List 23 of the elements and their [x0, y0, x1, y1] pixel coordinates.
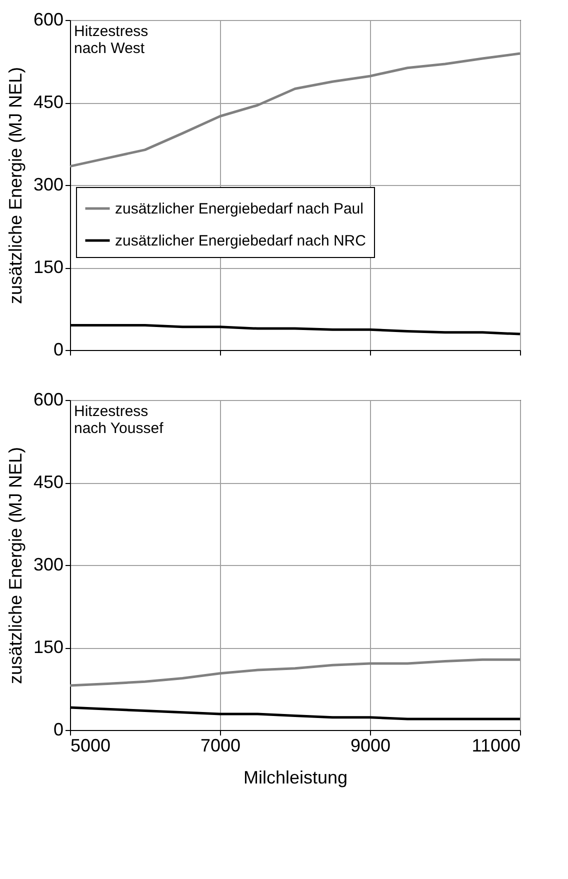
y-tick-label: 600 — [33, 10, 64, 30]
y-tick-label: 150 — [33, 257, 64, 277]
y-tick-label: 450 — [33, 92, 64, 112]
y-tick-label: 0 — [53, 340, 64, 360]
x-tick-label: 5000 — [70, 736, 111, 756]
legend-label: zusätzlicher Energiebedarf nach Paul — [115, 200, 364, 218]
y-tick-label: 300 — [33, 174, 64, 194]
x-tick-label: 7000 — [200, 736, 241, 756]
annotation: Hitzestress nach West — [74, 23, 148, 57]
y-tick-label: 0 — [53, 720, 64, 740]
y-tick-label: 300 — [33, 554, 64, 574]
y-tick-label: 150 — [33, 637, 64, 657]
y-axis-title: zusätzliche Energie (MJ NEL) — [5, 66, 26, 304]
annotation: Hitzestress nach Youssef — [74, 403, 164, 437]
y-axis-title: zusätzliche Energie (MJ NEL) — [5, 446, 26, 684]
line-series — [68, 52, 522, 168]
legend-label: zusätzlicher Energiebedarf nach NRC — [115, 232, 366, 250]
y-tick-label: 600 — [33, 390, 64, 410]
x-tick-label: 11000 — [472, 736, 520, 756]
y-tick-label: 450 — [33, 472, 64, 492]
x-axis-title: Milchleistung — [243, 768, 348, 788]
line-series — [68, 658, 522, 687]
x-tick-label: 9000 — [350, 736, 391, 756]
